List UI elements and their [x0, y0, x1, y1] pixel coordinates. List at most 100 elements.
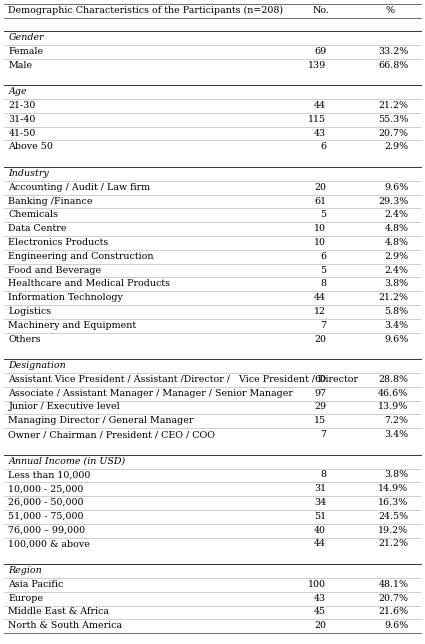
- Text: 4.8%: 4.8%: [384, 238, 408, 247]
- Text: Region: Region: [8, 566, 42, 575]
- Text: 69: 69: [314, 47, 326, 56]
- Text: Age: Age: [8, 87, 27, 96]
- Text: 6: 6: [320, 252, 326, 261]
- Text: 15: 15: [314, 416, 326, 425]
- Text: 97: 97: [314, 389, 326, 398]
- Text: 5: 5: [320, 211, 326, 220]
- Text: 19.2%: 19.2%: [378, 526, 408, 535]
- Text: Accounting / Audit / Law firm: Accounting / Audit / Law firm: [8, 183, 150, 192]
- Text: Electronics Products: Electronics Products: [8, 238, 109, 247]
- Text: Owner / Chairman / President / CEO / COO: Owner / Chairman / President / CEO / COO: [8, 430, 215, 439]
- Text: Above 50: Above 50: [8, 142, 53, 151]
- Text: 10: 10: [314, 238, 326, 247]
- Text: 51: 51: [314, 512, 326, 521]
- Text: 13.9%: 13.9%: [378, 402, 408, 412]
- Text: Machinery and Equipment: Machinery and Equipment: [8, 321, 136, 330]
- Text: 2.9%: 2.9%: [384, 252, 408, 261]
- Text: 61: 61: [314, 196, 326, 205]
- Text: 20.7%: 20.7%: [378, 594, 408, 603]
- Text: 7: 7: [320, 321, 326, 330]
- Text: 14.9%: 14.9%: [378, 484, 408, 493]
- Text: 46.6%: 46.6%: [378, 389, 408, 398]
- Text: 20: 20: [314, 621, 326, 630]
- Text: 66.8%: 66.8%: [378, 61, 408, 70]
- Text: Gender: Gender: [8, 33, 44, 42]
- Text: 29.3%: 29.3%: [378, 196, 408, 205]
- Text: 76,000 – 99,000: 76,000 – 99,000: [8, 526, 85, 535]
- Text: 9.6%: 9.6%: [384, 183, 408, 192]
- Text: 20.7%: 20.7%: [378, 129, 408, 138]
- Text: Middle East & Africa: Middle East & Africa: [8, 607, 109, 616]
- Text: 9.6%: 9.6%: [384, 621, 408, 630]
- Text: 2.4%: 2.4%: [384, 211, 408, 220]
- Text: Healthcare and Medical Products: Healthcare and Medical Products: [8, 279, 170, 289]
- Text: 21.2%: 21.2%: [378, 540, 408, 549]
- Text: 51,000 - 75,000: 51,000 - 75,000: [8, 512, 84, 521]
- Text: Industry: Industry: [8, 169, 49, 178]
- Text: 55.3%: 55.3%: [378, 115, 408, 124]
- Text: Female: Female: [8, 47, 43, 56]
- Text: 44: 44: [314, 293, 326, 302]
- Text: 29: 29: [314, 402, 326, 412]
- Text: 26,000 - 50,000: 26,000 - 50,000: [8, 498, 84, 507]
- Text: Assistant Vice President / Assistant /Director /   Vice President / Director: Assistant Vice President / Assistant /Di…: [8, 375, 358, 384]
- Text: 10,000 - 25,000: 10,000 - 25,000: [8, 484, 84, 493]
- Text: 48.1%: 48.1%: [378, 580, 408, 589]
- Text: Junior / Executive level: Junior / Executive level: [8, 402, 120, 412]
- Text: 43: 43: [314, 129, 326, 138]
- Text: 10: 10: [314, 224, 326, 233]
- Text: Information Technology: Information Technology: [8, 293, 123, 302]
- Text: 5: 5: [320, 265, 326, 274]
- Text: Food and Beverage: Food and Beverage: [8, 265, 102, 274]
- Text: 8: 8: [320, 471, 326, 480]
- Text: Demographic Characteristics of the Participants (n=208): Demographic Characteristics of the Parti…: [8, 6, 283, 15]
- Text: 28.8%: 28.8%: [378, 375, 408, 384]
- Text: Designation: Designation: [8, 361, 66, 370]
- Text: Associate / Assistant Manager / Manager / Senior Manager: Associate / Assistant Manager / Manager …: [8, 389, 293, 398]
- Text: %: %: [385, 6, 394, 15]
- Text: 44: 44: [314, 101, 326, 110]
- Text: 2.4%: 2.4%: [384, 265, 408, 274]
- Text: 60: 60: [314, 375, 326, 384]
- Text: 9.6%: 9.6%: [384, 334, 408, 343]
- Text: 3.4%: 3.4%: [384, 321, 408, 330]
- Text: 5.8%: 5.8%: [384, 307, 408, 316]
- Text: Managing Director / General Manager: Managing Director / General Manager: [8, 416, 194, 425]
- Text: 41-50: 41-50: [8, 129, 36, 138]
- Text: 21-30: 21-30: [8, 101, 36, 110]
- Text: 43: 43: [314, 594, 326, 603]
- Text: 6: 6: [320, 142, 326, 151]
- Text: 40: 40: [314, 526, 326, 535]
- Text: 2.9%: 2.9%: [384, 142, 408, 151]
- Text: Less than 10,000: Less than 10,000: [8, 471, 91, 480]
- Text: 44: 44: [314, 540, 326, 549]
- Text: 7.2%: 7.2%: [384, 416, 408, 425]
- Text: 139: 139: [308, 61, 326, 70]
- Text: 16.3%: 16.3%: [378, 498, 408, 507]
- Text: 115: 115: [308, 115, 326, 124]
- Text: 21.6%: 21.6%: [378, 607, 408, 616]
- Text: Logistics: Logistics: [8, 307, 51, 316]
- Text: 20: 20: [314, 334, 326, 343]
- Text: 31-40: 31-40: [8, 115, 36, 124]
- Text: 20: 20: [314, 183, 326, 192]
- Text: Asia Pacific: Asia Pacific: [8, 580, 64, 589]
- Text: 21.2%: 21.2%: [378, 101, 408, 110]
- Text: Male: Male: [8, 61, 33, 70]
- Text: 21.2%: 21.2%: [378, 293, 408, 302]
- Text: 8: 8: [320, 279, 326, 289]
- Text: Engineering and Construction: Engineering and Construction: [8, 252, 154, 261]
- Text: 24.5%: 24.5%: [378, 512, 408, 521]
- Text: Annual Income (in USD): Annual Income (in USD): [8, 457, 126, 466]
- Text: 3.8%: 3.8%: [384, 279, 408, 289]
- Text: Others: Others: [8, 334, 41, 343]
- Text: 100: 100: [308, 580, 326, 589]
- Text: 31: 31: [314, 484, 326, 493]
- Text: 100,000 & above: 100,000 & above: [8, 540, 90, 549]
- Text: 3.8%: 3.8%: [384, 471, 408, 480]
- Text: Europe: Europe: [8, 594, 43, 603]
- Text: No.: No.: [312, 6, 329, 15]
- Text: Banking /Finance: Banking /Finance: [8, 196, 93, 205]
- Text: 12: 12: [314, 307, 326, 316]
- Text: 4.8%: 4.8%: [384, 224, 408, 233]
